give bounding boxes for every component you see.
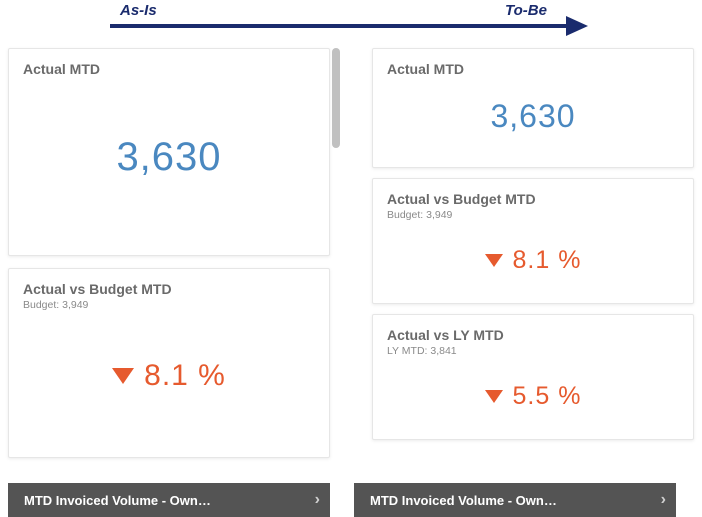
- budget-delta-value: 8.1 %: [144, 359, 226, 393]
- card-title: Actual MTD: [23, 61, 315, 77]
- tobe-ly-card: Actual vs LY MTD LY MTD: 3,841 5.5 %: [372, 314, 694, 440]
- ly-delta-value: 5.5 %: [513, 382, 582, 411]
- card-subtitle: Budget: 3,949: [23, 299, 315, 311]
- tobe-label: To-Be: [505, 2, 547, 19]
- card-title: Actual vs Budget MTD: [387, 191, 679, 207]
- tobe-panel: Actual MTD 3,630 Actual vs Budget MTD Bu…: [364, 40, 702, 517]
- card-subtitle: LY MTD: 3,841: [387, 345, 679, 357]
- card-title: Actual vs Budget MTD: [23, 281, 315, 297]
- down-triangle-icon: [485, 390, 503, 403]
- asis-label: As-Is: [120, 2, 157, 19]
- header-arrow-region: As-Is To-Be: [0, 0, 702, 40]
- down-triangle-icon: [485, 254, 503, 267]
- tobe-actual-card: Actual MTD 3,630: [372, 48, 694, 168]
- card-title: Actual vs LY MTD: [387, 327, 679, 343]
- arrow-head-icon: [566, 16, 588, 36]
- card-title: Actual MTD: [387, 61, 679, 77]
- footer-label: MTD Invoiced Volume - Own…: [370, 493, 557, 508]
- asis-footer-bar[interactable]: MTD Invoiced Volume - Own… ›: [8, 483, 330, 517]
- tobe-footer-bar[interactable]: MTD Invoiced Volume - Own… ›: [354, 483, 676, 517]
- arrow-line: [110, 24, 570, 28]
- tobe-budget-card: Actual vs Budget MTD Budget: 3,949 8.1 %: [372, 178, 694, 304]
- actual-value: 3,630: [490, 98, 575, 135]
- scrollbar-thumb[interactable]: [332, 48, 340, 148]
- asis-panel: Actual MTD 3,630 Actual vs Budget MTD Bu…: [0, 40, 338, 517]
- actual-value: 3,630: [116, 135, 221, 180]
- asis-actual-card: Actual MTD 3,630: [8, 48, 330, 256]
- chevron-right-icon: ›: [661, 491, 666, 509]
- asis-budget-card: Actual vs Budget MTD Budget: 3,949 8.1 %: [8, 268, 330, 458]
- footer-label: MTD Invoiced Volume - Own…: [24, 493, 211, 508]
- chevron-right-icon: ›: [315, 491, 320, 509]
- card-subtitle: Budget: 3,949: [387, 209, 679, 221]
- down-triangle-icon: [112, 368, 134, 384]
- budget-delta-value: 8.1 %: [513, 246, 582, 275]
